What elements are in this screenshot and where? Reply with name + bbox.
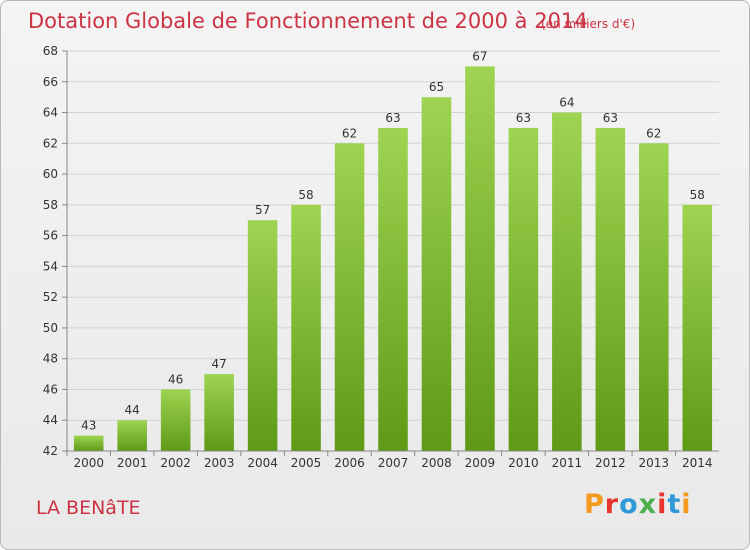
y-tick-label: 50 <box>43 321 58 335</box>
x-tick-label-2007: 2007 <box>378 456 409 470</box>
y-tick-label: 60 <box>43 167 58 181</box>
logo-letter: o <box>619 489 639 520</box>
proxiti-logo[interactable]: Proxiti <box>584 489 692 520</box>
x-tick-label-2003: 2003 <box>204 456 235 470</box>
x-tick-label-2005: 2005 <box>291 456 322 470</box>
x-tick-label-2000: 2000 <box>73 456 104 470</box>
y-tick-label: 66 <box>43 75 58 89</box>
x-axis-ticks: 2000 2001 2002 2003 2004 2005 2006 2007 2008 2009… <box>66 451 713 470</box>
chart-unit-note: (en milliers d'€) <box>541 17 636 31</box>
bar-2003[interactable] <box>204 374 234 451</box>
data-label-2003: 47 <box>211 357 226 371</box>
bar-2005[interactable] <box>291 204 321 451</box>
bar-2012[interactable] <box>595 127 626 451</box>
logo-letter: P <box>584 489 605 520</box>
data-label-2004: 57 <box>255 203 270 217</box>
y-tick-label: 56 <box>43 229 58 243</box>
bar-2008[interactable] <box>421 97 452 452</box>
data-label-2006: 62 <box>342 126 357 140</box>
logo-letter: i <box>657 489 668 520</box>
data-label-2010: 63 <box>516 111 531 125</box>
x-tick-label-2012: 2012 <box>595 456 626 470</box>
data-label-2008: 65 <box>429 80 444 94</box>
y-tick-label: 68 <box>43 44 58 58</box>
x-tick-label-2011: 2011 <box>552 456 583 470</box>
data-label-2009: 67 <box>472 49 487 63</box>
bar-2011[interactable] <box>552 112 582 452</box>
x-tick-label-2004: 2004 <box>247 456 278 470</box>
data-label-2013: 62 <box>646 126 661 140</box>
bar-2009[interactable] <box>465 66 495 451</box>
chart-title: Dotation Globale de Fonctionnement de 20… <box>28 9 588 33</box>
bar-2010[interactable] <box>508 127 539 451</box>
x-tick-label-2008: 2008 <box>421 456 452 470</box>
bar-2006[interactable] <box>334 143 365 452</box>
bar-2007[interactable] <box>378 127 408 451</box>
y-tick-label: 46 <box>43 382 58 396</box>
data-label-2012: 63 <box>603 111 618 125</box>
x-tick-label-2006: 2006 <box>334 456 365 470</box>
x-tick-label-2013: 2013 <box>639 456 670 470</box>
x-tick-label-2002: 2002 <box>160 456 191 470</box>
bar-2004[interactable] <box>247 220 278 451</box>
bar-2014[interactable] <box>682 204 713 451</box>
data-label-2011: 64 <box>559 96 574 110</box>
logo-letter: r <box>604 489 620 520</box>
y-tick-label: 64 <box>43 106 58 120</box>
x-tick-label-2009: 2009 <box>465 456 496 470</box>
data-label-2005: 58 <box>298 188 313 202</box>
logo-letter: t <box>667 489 682 520</box>
data-label-2014: 58 <box>690 188 705 202</box>
y-tick-label: 44 <box>43 413 58 427</box>
bars <box>73 66 713 452</box>
x-tick-label-2010: 2010 <box>508 456 539 470</box>
y-axis-ticks: 42 44 46 48 50 52 54 56 58 60 62 64 66 68 <box>43 44 67 458</box>
y-tick-label: 58 <box>43 198 58 212</box>
bar-2013[interactable] <box>639 143 669 452</box>
y-tick-label: 54 <box>43 259 58 273</box>
y-tick-label: 48 <box>43 352 58 366</box>
x-tick-label-2014: 2014 <box>682 456 713 470</box>
data-label-2002: 46 <box>168 372 183 386</box>
bar-2002[interactable] <box>160 389 191 451</box>
bar-2000[interactable] <box>73 435 104 451</box>
axes <box>66 51 719 452</box>
x-tick-label-2001: 2001 <box>117 456 148 470</box>
bar-2001[interactable] <box>117 420 147 451</box>
data-labels: 43 44 46 47 57 58 62 63 65 67 63 64 63 62 58 <box>81 49 705 432</box>
commune-name: LA BENâTE <box>36 497 141 519</box>
y-tick-label: 42 <box>43 444 58 458</box>
y-tick-label: 62 <box>43 136 58 150</box>
logo-letter: x <box>638 489 658 520</box>
data-label-2001: 44 <box>125 403 140 417</box>
data-label-2007: 63 <box>385 111 400 125</box>
y-tick-label: 52 <box>43 290 58 304</box>
logo-letter: i <box>681 489 692 520</box>
data-label-2000: 43 <box>81 419 96 433</box>
